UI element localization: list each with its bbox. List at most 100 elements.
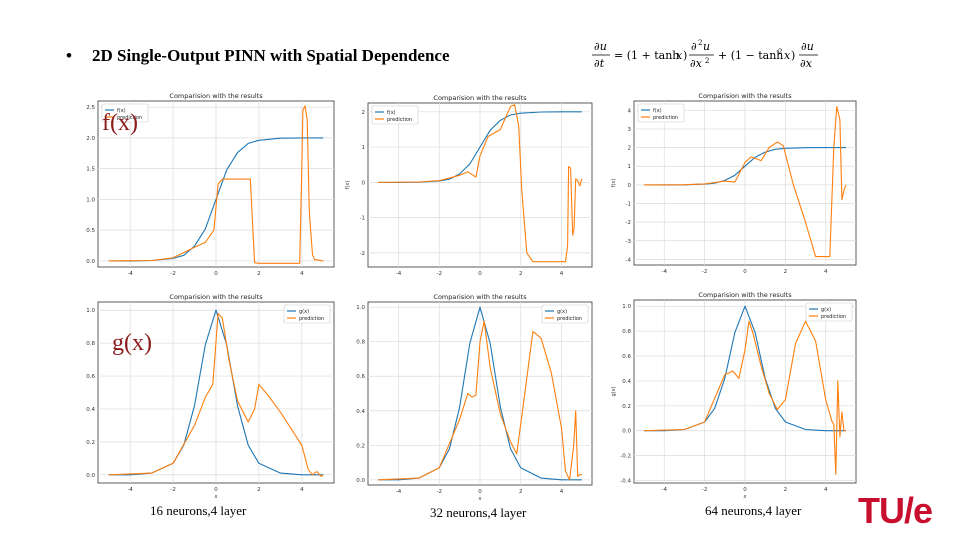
chart-g-16-neurons: -4 -2 0 2 4 0.0 0.2 0.4 0.6 0.8 1.0 Comparision wit… (72, 289, 340, 499)
series-line-prediction (108, 312, 324, 477)
chart-title: Comparision with the results (169, 293, 263, 301)
y-tick-label: 0.0 (356, 478, 365, 484)
x-tick-label: -4 (662, 487, 668, 493)
y-tick-label: 0 (628, 183, 632, 189)
svg-text:∂u: ∂u (594, 40, 607, 53)
x-tick-label: 2 (784, 269, 788, 275)
legend-label: g(x) (821, 307, 831, 313)
y-tick-label: 0.8 (86, 341, 95, 347)
x-tick-label: -4 (127, 487, 133, 493)
y-tick-label: 1 (628, 164, 632, 170)
svg-text:= (1 + tanh: = (1 + tanh (614, 49, 679, 62)
slide-title: • 2D Single-Output PINN with Spatial Depe… (66, 46, 450, 66)
svg-text:): ) (683, 49, 687, 62)
y-tick-label: -0.2 (620, 454, 631, 460)
svg-text:x: x (676, 49, 683, 62)
svg-text:∂x: ∂x (800, 57, 813, 70)
x-tick-label: 0 (743, 269, 747, 275)
svg-text:2: 2 (698, 39, 702, 47)
y-tick-label: 0.2 (86, 440, 95, 446)
svg-text:∂u: ∂u (801, 40, 814, 53)
chart-title: Comparision with the results (169, 92, 263, 100)
x-tick-label: -4 (127, 271, 133, 277)
x-tick-label: 4 (300, 271, 304, 277)
x-tick-label: -2 (437, 489, 442, 495)
y-tick-label: 0.4 (86, 407, 95, 413)
y-tick-label: 2 (628, 146, 632, 152)
chart-svg: -4 -2 0 2 4 -0.4 -0.2 0.0 0.2 0.4 0.6 0.8 1.0 Compari… (611, 291, 857, 499)
caption-16-neurons: 16 neurons,4 layer (150, 503, 247, 518)
chart-g-64-neurons: -4 -2 0 2 4 -0.4 -0.2 0.0 0.2 0.4 0.6 0.8 1.0 Compari… (608, 287, 862, 499)
x-tick-label: 0 (478, 489, 482, 495)
x-tick-label: -2 (170, 487, 175, 493)
x-tick-label: 2 (257, 487, 261, 493)
y-axis-label: f(x) (611, 179, 617, 188)
y-tick-label: 2.0 (86, 136, 95, 142)
x-tick-label: 4 (824, 487, 828, 493)
y-tick-label: 0 (362, 180, 366, 186)
y-tick-label: -4 (626, 257, 632, 263)
legend-label: prediction (117, 115, 142, 121)
x-tick-label: 2 (519, 489, 523, 495)
y-tick-label: 1.0 (356, 305, 365, 311)
legend-label: prediction (557, 316, 582, 322)
y-tick-label: -3 (626, 239, 632, 245)
x-axis-label: x (214, 494, 218, 499)
y-tick-label: 0.5 (86, 228, 95, 234)
legend-label: prediction (299, 316, 324, 322)
x-axis-label: x (478, 496, 482, 501)
row-label-f: f(x) (102, 110, 138, 136)
svg-text:+ (1 − tanh: + (1 − tanh (718, 49, 783, 62)
y-tick-label: 2 (362, 110, 366, 116)
y-tick-label: 0.8 (356, 340, 365, 346)
y-tick-label: 1 (362, 145, 366, 151)
x-tick-label: 4 (824, 269, 828, 275)
series-line-prediction (644, 106, 847, 258)
legend-label: f(x) (653, 108, 662, 114)
y-tick-label: 0.2 (356, 443, 365, 449)
x-tick-label: 4 (560, 489, 564, 495)
x-tick-label: 4 (300, 487, 304, 493)
x-tick-label: -4 (396, 271, 402, 277)
y-tick-label: 0.0 (86, 259, 95, 265)
title-text: 2D Single-Output PINN with Spatial Depen… (92, 46, 450, 65)
chart-f-32-neurons: -4 -2 0 2 4 -2 -1 0 1 2 Comparision with the resul… (342, 90, 598, 283)
legend-label: f(x) (387, 110, 396, 116)
legend-label: f(x) (117, 108, 126, 114)
svg-text:2: 2 (705, 57, 709, 65)
x-axis-label: x (743, 494, 747, 499)
bullet-icon: • (66, 46, 72, 65)
svg-text:∂t: ∂t (594, 57, 605, 70)
legend-label: g(x) (299, 309, 309, 315)
tue-logo: TU/e (858, 490, 933, 531)
series-line-prediction (378, 104, 583, 263)
chart-title: Comparision with the results (433, 293, 527, 301)
y-tick-label: 0.8 (622, 329, 631, 335)
x-tick-label: 0 (214, 487, 218, 493)
y-tick-label: -1 (360, 216, 365, 222)
y-tick-label: 0.6 (356, 374, 365, 380)
y-tick-label: 0.4 (622, 379, 631, 385)
x-tick-label: 2 (784, 487, 788, 493)
x-tick-label: -2 (702, 269, 707, 275)
svg-text:u: u (703, 40, 710, 53)
y-tick-label: 0.0 (622, 429, 631, 435)
x-tick-label: 0 (214, 271, 218, 277)
chart-title: Comparision with the results (698, 291, 792, 299)
y-tick-label: 1.0 (622, 304, 631, 310)
chart-f-16-neurons: -4 -2 0 2 4 0.0 0.5 1.0 1.5 2.0 2.5 Comparision wit… (72, 88, 340, 283)
caption-32-neurons: 32 neurons,4 layer (430, 505, 527, 520)
y-axis-label: f(x) (345, 181, 351, 190)
chart-f-64-neurons: -4 -2 0 2 4 -4 -3 -2 -1 0 1 2 3 4 Comparision with the… (608, 88, 862, 281)
legend-label: g(x) (557, 309, 567, 315)
svg-text:∂: ∂ (691, 40, 697, 53)
y-tick-label: 0.2 (622, 404, 631, 410)
chart-title: Comparision with the results (433, 94, 527, 102)
x-tick-label: 2 (257, 271, 261, 277)
x-tick-label: -2 (437, 271, 442, 277)
y-tick-label: -1 (626, 202, 631, 208)
chart-g-32-neurons: -4 -2 0 2 4 0.0 0.2 0.4 0.6 0.8 1.0 Comparision wit… (342, 289, 598, 501)
y-tick-label: 1.0 (86, 197, 95, 203)
x-tick-label: 2 (519, 271, 523, 277)
x-tick-label: -4 (662, 269, 668, 275)
